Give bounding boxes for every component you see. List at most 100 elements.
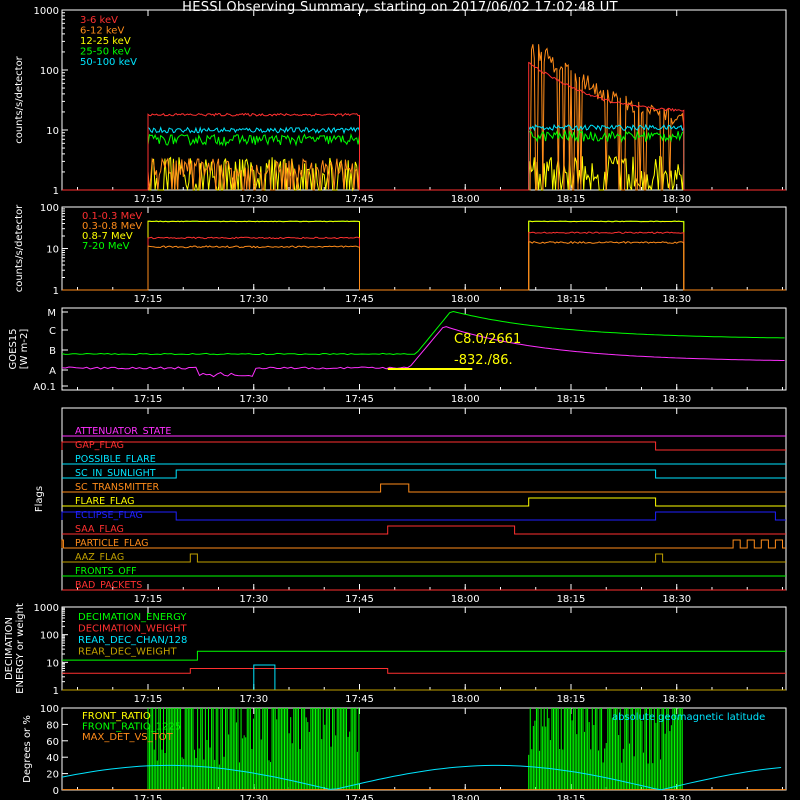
series-line: [62, 123, 786, 191]
x-tick-label: 17:30: [239, 394, 268, 405]
legend-entry: 6-12 keV: [80, 26, 124, 37]
x-tick-label: 18:30: [662, 694, 691, 705]
flag-line: [62, 525, 786, 535]
x-tick-label: 17:30: [239, 794, 268, 800]
legend-entry: MAX_DET_VS_TOT: [82, 732, 174, 743]
legend-entry: DECIMATION_ENERGY: [78, 612, 187, 623]
y-tick-label: 100: [40, 66, 59, 77]
legend-entry: 0.3-0.8 MeV: [82, 221, 142, 232]
y-tick-label: 100: [40, 203, 59, 214]
y-axis-label: GOES15: [8, 328, 19, 369]
chart-title: HESSI Observing Summary, starting on 201…: [182, 0, 618, 15]
x-tick-label: 18:30: [662, 194, 691, 205]
x-tick-label: 18:30: [662, 294, 691, 305]
y-tick-label: 10: [46, 658, 59, 669]
flare-class-annotation: C8.0/2661: [454, 332, 521, 347]
legend-entry: FRONT_RATIO_1225: [82, 722, 181, 733]
panel-p2: 17:15 17:30 17:45 18:00 18:15 18:30 1 10 100 coun…: [14, 203, 787, 305]
x-tick-label: 18:00: [451, 594, 480, 605]
x-tick-label: 18:15: [557, 794, 586, 800]
y-axis-label: counts/s/detector: [14, 204, 25, 292]
panel-frame: [61, 206, 787, 291]
y-axis-label: Degrees or %: [22, 715, 33, 783]
panel-frame: [61, 307, 787, 391]
x-tick-label: 17:45: [345, 694, 374, 705]
legend-entry: 0.8-7 MeV: [82, 231, 133, 242]
y-tick-label: 1000: [34, 603, 59, 614]
flag-line: [62, 553, 786, 563]
y-axis-label-2: [W m-2]: [19, 329, 30, 370]
x-tick-label: 18:15: [557, 294, 586, 305]
geomagnetic-latitude-line: [61, 764, 782, 791]
y-tick-label: 10: [46, 126, 59, 137]
flag-label: POSSIBLE_FLARE: [75, 454, 156, 465]
x-tick-label: 17:45: [345, 294, 374, 305]
flag-label: ECLIPSE_FLAG: [75, 510, 143, 521]
x-tick-label: 17:15: [134, 794, 163, 800]
y-tick-label: 100: [40, 631, 59, 642]
legend-entry: 0.1-0.3 MeV: [82, 211, 142, 222]
series-line: [62, 220, 786, 291]
flag-label: FRONTS_OFF: [75, 566, 137, 577]
decimation-weight-line: [62, 668, 786, 674]
y-axis-label: DECIMATION: [4, 617, 15, 680]
x-tick-label: 17:30: [239, 694, 268, 705]
y-tick-label: C: [49, 326, 56, 337]
x-tick-label: 18:30: [662, 794, 691, 800]
flag-line: [62, 483, 786, 493]
x-tick-label: 17:15: [134, 394, 163, 405]
x-tick-label: 18:00: [451, 794, 480, 800]
panel-p6: 17:15 17:30 17:45 18:00 18:15 18:30 0 20 40 60 80 1…: [22, 704, 787, 800]
flag-label: SC_TRANSMITTER: [75, 482, 160, 493]
legend-entry: DECIMATION_WEIGHT: [78, 624, 187, 635]
x-tick-label: 18:00: [451, 294, 480, 305]
y-axis-label-2: ENERGY or weight: [15, 603, 26, 694]
y-tick-label: A: [49, 366, 56, 377]
right-axis-label: absolute geomagnetic latitude: [612, 712, 765, 723]
panel-p4: 17:15 17:30 17:45 18:00 18:15 18:30 Flags ATTEN…: [34, 407, 787, 605]
panels: 17:15 17:30 17:45 18:00 18:15 18:301101001000…: [4, 6, 787, 800]
decimation-energy-line: [62, 650, 786, 661]
series-line: [62, 61, 786, 191]
series-line: [62, 231, 786, 291]
series-line: [62, 154, 786, 192]
x-tick-label: 17:15: [134, 294, 163, 305]
x-tick-label: 17:15: [134, 594, 163, 605]
x-tick-label: 17:45: [345, 594, 374, 605]
x-tick-label: 17:30: [239, 294, 268, 305]
legend-entry: FRONT_RATIO: [82, 711, 151, 722]
legend-entry: 25-50 keV: [80, 47, 131, 58]
series-line: [62, 220, 786, 291]
y-tick-label: 10: [46, 245, 59, 256]
x-tick-label: 18:15: [557, 194, 586, 205]
legend-entry: 3-6 keV: [80, 15, 118, 26]
x-tick-label: 17:15: [134, 194, 163, 205]
flag-label: PARTICLE_FLAG: [75, 538, 148, 549]
series-line: [62, 240, 786, 291]
panel-p1: 17:15 17:30 17:45 18:00 18:15 18:30 1 10 100 1000…: [14, 6, 787, 205]
legend-entry: 50-100 keV: [80, 57, 137, 68]
y-tick-label: 1: [53, 186, 59, 197]
series-line: [62, 129, 786, 191]
flag-line: [61, 441, 786, 451]
flag-label: AAZ_FLAG: [75, 552, 124, 563]
x-tick-label: 17:45: [345, 394, 374, 405]
x-tick-label: 18:30: [662, 394, 691, 405]
x-tick-label: 18:00: [451, 694, 480, 705]
legend-entry: REAR_DEC_WEIGHT: [78, 647, 177, 658]
panel-p5: 17:15 17:30 17:45 18:00 18:15 18:30 1 10 100 1000…: [4, 603, 787, 705]
flare-location-annotation: -832./86.: [454, 353, 513, 368]
y-tick-label: B: [49, 346, 56, 357]
y-tick-label: 1: [53, 686, 59, 697]
y-tick-label: 1: [53, 286, 59, 297]
y-tick-label: 20: [46, 770, 59, 781]
x-tick-label: 17:30: [239, 194, 268, 205]
flag-label: SAA_FLAG: [75, 524, 124, 535]
x-tick-label: 18:15: [557, 694, 586, 705]
y-tick-label: M: [47, 308, 56, 319]
x-tick-label: 18:00: [451, 194, 480, 205]
legend-entry: 7-20 MeV: [82, 241, 130, 252]
flag-label: GAP_FLAG: [75, 440, 124, 451]
y-tick-label: 0: [53, 786, 59, 797]
